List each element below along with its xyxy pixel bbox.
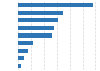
Bar [18,64,21,68]
Bar [18,3,93,7]
Bar [18,56,24,60]
Bar [18,49,28,53]
Bar [18,26,54,30]
Bar [18,33,52,38]
Bar [18,41,34,45]
Bar [18,18,58,22]
Bar [18,11,63,15]
